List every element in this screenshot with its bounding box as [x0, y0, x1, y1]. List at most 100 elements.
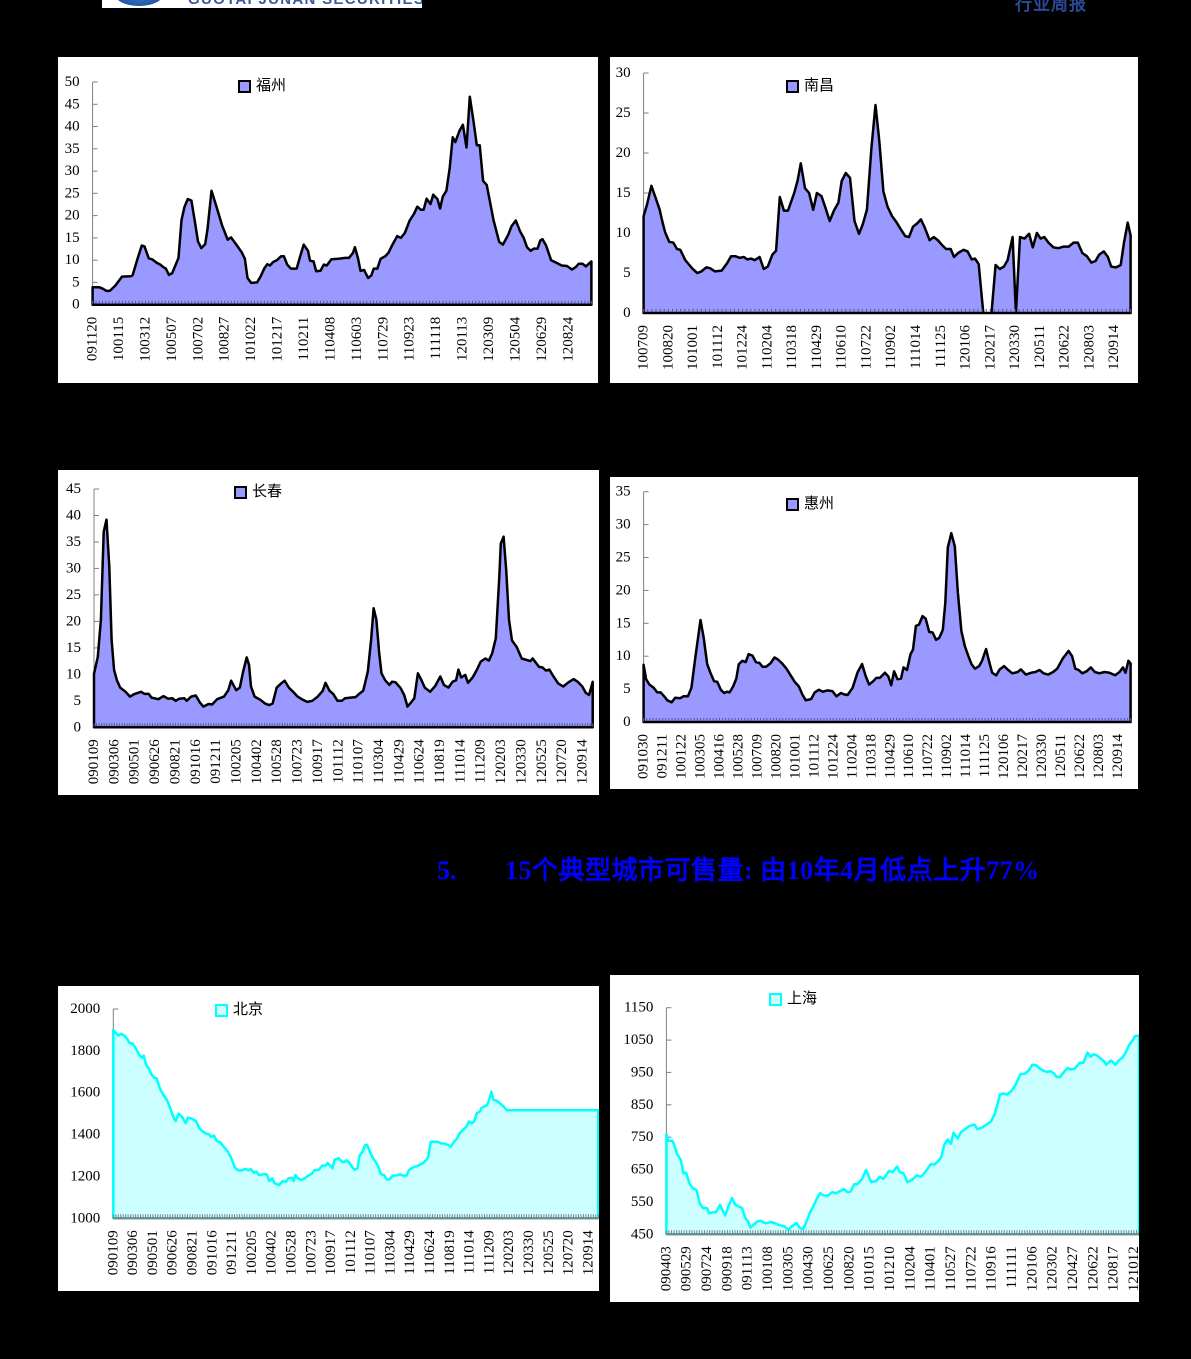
x-tick-label: 110211 [296, 317, 312, 361]
x-tick-label: 110902 [939, 734, 955, 778]
legend-swatch-icon [769, 992, 782, 1006]
x-tick-label: 100709 [636, 325, 652, 370]
x-tick-label: 120106 [996, 734, 1012, 780]
x-tick-label: 100115 [111, 317, 127, 361]
x-tick-label: 101112 [330, 739, 346, 783]
x-tick-label: 120720 [561, 1230, 577, 1275]
x-tick-label: 120217 [1015, 734, 1031, 780]
x-tick-label: 120914 [575, 739, 591, 785]
x-tick-label: 110624 [422, 1230, 438, 1275]
x-tick-label: 101112 [343, 1230, 359, 1274]
y-tick-label: 35 [65, 141, 80, 157]
y-tick-label: 1150 [624, 1000, 653, 1016]
x-axis-minor-ticks [112, 1214, 599, 1219]
x-tick-label: 110204 [759, 325, 775, 370]
x-tick-label: 111118 [428, 317, 444, 360]
y-tick-label: 1050 [623, 1032, 653, 1048]
x-tick-label: 100917 [323, 1230, 339, 1276]
x-tick-label: 090529 [679, 1246, 695, 1291]
x-tick-label: 120203 [501, 1230, 517, 1275]
x-tick-label: 120803 [1091, 734, 1107, 779]
x-tick-label: 110916 [984, 1246, 1000, 1291]
x-tick-label: 120622 [1072, 734, 1088, 779]
x-tick-label: 110610 [901, 734, 917, 778]
x-tick-label: 100827 [217, 316, 233, 362]
x-tick-label: 110318 [784, 325, 800, 369]
x-tick-label: 110204 [844, 734, 860, 779]
x-tick-label: 111014 [908, 325, 924, 369]
chart-svg: 0 5 10 15 20 25 30 35 40 45 090109 090306 090501 0906… [66, 481, 594, 785]
series-area [665, 1034, 1139, 1236]
y-tick-label: 1600 [70, 1085, 100, 1101]
y-tick-label: 2000 [70, 1001, 100, 1017]
legend-swatch-icon [215, 1003, 228, 1017]
y-tick-label: 35 [66, 534, 81, 550]
y-tick-label: 35 [616, 484, 631, 500]
x-tick-label: 110318 [863, 734, 879, 778]
report-type-label: 行业周报 [1015, 0, 1087, 15]
y-tick-label: 15 [66, 640, 81, 656]
x-tick-label: 100709 [749, 734, 765, 779]
chart-legend: 南昌 [786, 78, 834, 94]
x-tick-label: 100820 [841, 1246, 857, 1291]
x-tick-label: 100122 [674, 734, 690, 779]
x-tick-label: 120330 [514, 739, 530, 784]
x-tick-label: 101022 [243, 317, 259, 362]
x-tick-label: 120525 [534, 739, 550, 784]
chart-svg: 1000 1200 1400 1600 1800 2000 090109 090306 0905… [70, 1001, 599, 1276]
logo-text: GUOTAI JUNAN SECURITIES [188, 0, 422, 8]
y-tick-label: 25 [616, 105, 631, 121]
x-tick-label: 110819 [432, 739, 448, 783]
x-tick-label: 110429 [402, 1230, 418, 1274]
x-tick-label: 110902 [883, 325, 899, 369]
x-tick-label: 120504 [507, 316, 523, 362]
x-tick-label: 120511 [1032, 325, 1048, 369]
x-tick-label: 110722 [859, 325, 875, 369]
x-tick-label: 100723 [303, 1230, 319, 1275]
x-tick-label: 091016 [188, 739, 204, 785]
y-tick-label: 20 [65, 208, 80, 224]
y-tick-label: 30 [65, 163, 80, 179]
x-tick-label: 110429 [882, 734, 898, 778]
y-tick-label: 1400 [70, 1127, 100, 1143]
y-tick-label: 1200 [70, 1168, 100, 1184]
x-tick-label: 120622 [1057, 325, 1073, 370]
x-tick-label: 110729 [375, 317, 391, 361]
x-tick-label: 120106 [958, 325, 974, 371]
y-tick-label: 10 [66, 666, 81, 682]
series-area [92, 518, 594, 729]
x-tick-label: 100305 [780, 1246, 796, 1291]
x-tick-label: 121012 [1126, 1246, 1139, 1291]
x-tick-label: 100305 [693, 734, 709, 779]
chart-panel-beijing: 1000 1200 1400 1600 1800 2000 090109 090306 0905… [58, 986, 599, 1291]
x-tick-label: 110819 [442, 1230, 458, 1274]
y-tick-label: 40 [65, 119, 80, 135]
legend-label: 南昌 [804, 78, 835, 94]
x-tick-label: 120720 [554, 739, 570, 784]
x-tick-label: 100917 [310, 739, 326, 785]
x-tick-label: 110408 [322, 317, 338, 361]
x-tick-label: 101112 [710, 325, 726, 369]
x-tick-label: 100205 [244, 1230, 260, 1275]
x-axis-minor-ticks [665, 1230, 1139, 1235]
x-tick-label: 110624 [412, 739, 428, 784]
x-tick-label: 120217 [982, 325, 998, 371]
section-title: 15个典型城市可售量: 由10年4月低点上升77% [505, 856, 1040, 885]
y-tick-label: 10 [65, 252, 80, 268]
x-tick-label: 101224 [735, 325, 751, 371]
x-tick-label: 110107 [351, 739, 367, 784]
x-tick-label: 090501 [127, 739, 143, 784]
legend-label: 上海 [787, 991, 818, 1007]
x-tick-label: 120106 [1024, 1246, 1040, 1292]
x-tick-label: 110429 [391, 739, 407, 783]
x-tick-label: 120330 [521, 1230, 537, 1275]
x-tick-label: 120622 [1085, 1246, 1101, 1291]
y-tick-label: 25 [65, 185, 80, 201]
x-tick-label: 100402 [264, 1230, 280, 1275]
legend-label: 福州 [256, 78, 287, 94]
y-tick-label: 15 [616, 615, 631, 631]
x-tick-label: 111209 [473, 739, 489, 783]
x-tick-label: 090918 [719, 1246, 735, 1291]
